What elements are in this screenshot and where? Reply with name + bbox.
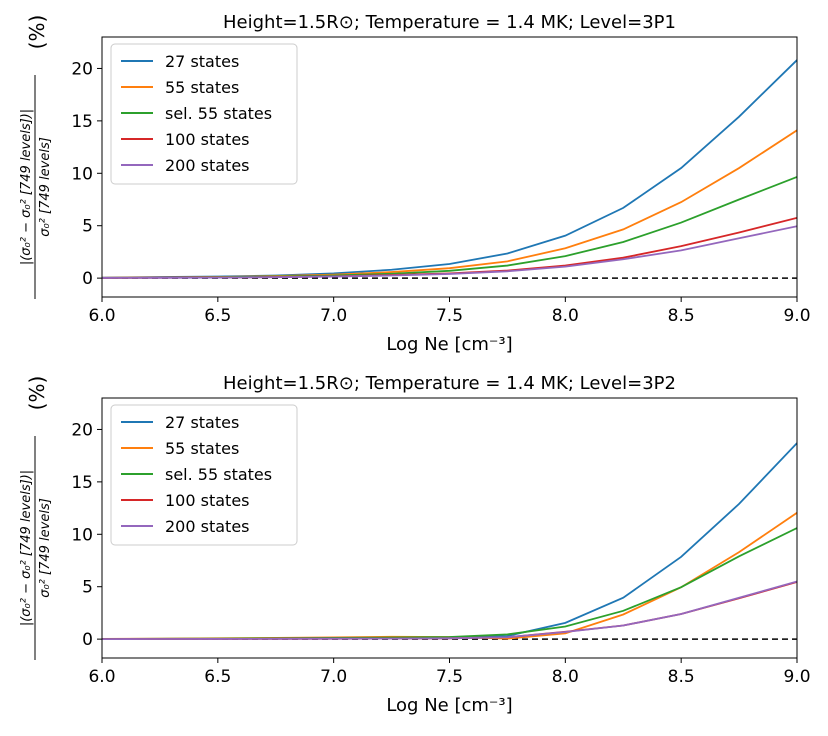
legend-label: 100 states [165,491,250,510]
y-tick-label: 20 [71,59,93,79]
x-tick-label: 7.5 [436,306,463,326]
x-tick-label: 8.0 [552,306,579,326]
legend-label: 27 states [165,413,239,432]
x-tick-label: 6.0 [88,667,115,687]
legend: 27 states 55 states sel. 55 states 100 stat… [111,405,297,545]
legend-label: sel. 55 states [165,465,272,484]
x-tick-label: 8.0 [552,667,579,687]
y-tick-label: 10 [71,525,93,545]
series-line-3 [102,177,797,278]
legend-label: 200 states [165,156,250,175]
y-tick-label: 0 [82,630,93,650]
x-tick-label: 9.0 [783,667,810,687]
y-tick-label: 20 [71,420,93,440]
series-line-5 [102,581,797,639]
y-label-numerator: |(σ₀² − σ₀² [749 levels])| [19,470,34,626]
y-tick-label: 5 [82,578,93,598]
legend-label: sel. 55 states [165,104,272,123]
legend-label: 55 states [165,78,239,97]
x-tick-label: 6.5 [204,306,231,326]
legend-label: 200 states [165,517,250,536]
y-axis-label: |(σ₀² − σ₀² [749 levels])| σ₀² [749 level… [19,15,53,299]
y-tick-label: 15 [71,112,93,132]
y-tick-label: 5 [82,217,93,237]
chart-panel-2: Height=1.5R⊙; Temperature = 1.4 MK; Leve… [19,373,811,716]
x-tick-label: 8.5 [668,667,695,687]
y-tick-label: 0 [82,269,93,289]
y-label-numerator: |(σ₀² − σ₀² [749 levels])| [19,109,34,265]
x-tick-label: 9.0 [783,306,810,326]
y-label-denominator: σ₀² [749 levels] [38,498,53,598]
x-tick-label: 7.5 [436,667,463,687]
x-tick-label: 8.5 [668,306,695,326]
legend-label: 100 states [165,130,250,149]
y-label-unit: (%) [25,15,49,50]
x-axis-label: Log Ne [cm⁻³] [386,334,512,355]
y-label-denominator: σ₀² [749 levels] [38,137,53,237]
legend-label: 55 states [165,439,239,458]
chart-panel-1: Height=1.5R⊙; Temperature = 1.4 MK; Leve… [19,12,811,355]
chart-title: Height=1.5R⊙; Temperature = 1.4 MK; Leve… [223,12,676,33]
legend: 27 states 55 states sel. 55 states 100 stat… [111,44,297,184]
x-tick-label: 7.0 [320,306,347,326]
x-axis-label: Log Ne [cm⁻³] [386,695,512,716]
legend-label: 27 states [165,52,239,71]
y-axis-label: |(σ₀² − σ₀² [749 levels])| σ₀² [749 level… [19,376,53,660]
y-tick-label: 15 [71,473,93,493]
y-label-unit: (%) [25,376,49,411]
x-tick-label: 6.5 [204,667,231,687]
chart-title: Height=1.5R⊙; Temperature = 1.4 MK; Leve… [223,373,676,394]
x-tick-label: 6.0 [88,306,115,326]
x-tick-label: 7.0 [320,667,347,687]
y-tick-label: 10 [71,164,93,184]
